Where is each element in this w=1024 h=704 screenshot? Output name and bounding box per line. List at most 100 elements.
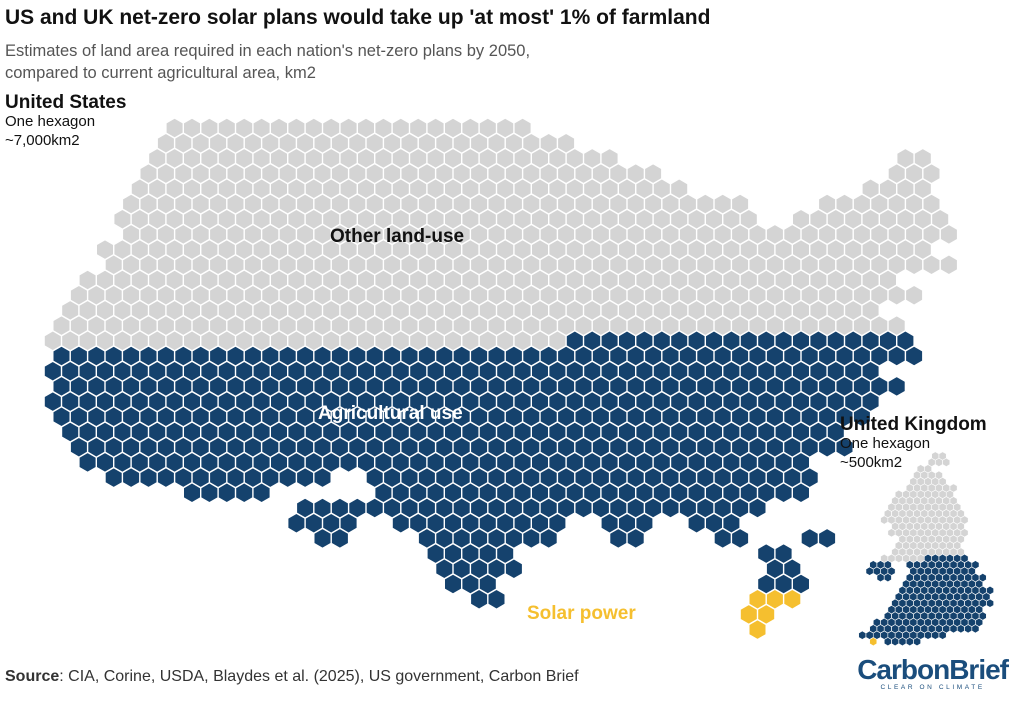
uk-hex-agri xyxy=(905,637,914,646)
us-solar-label: Solar power xyxy=(527,603,636,624)
us-hex-agri xyxy=(687,512,706,534)
uk-hex-agri xyxy=(876,573,885,582)
us-agri-label: Agricultural use xyxy=(318,403,463,424)
us-other-label: Other land-use xyxy=(330,226,465,247)
uk-hex-agri xyxy=(967,566,976,576)
us-hex-agri xyxy=(731,528,750,549)
us-hex-agri xyxy=(722,512,741,534)
us-hex-other xyxy=(887,284,906,306)
us-hex-agri xyxy=(183,482,201,504)
us-hex-agri xyxy=(296,467,315,488)
uk-hex-agri xyxy=(978,611,987,621)
us-hex-other xyxy=(731,193,750,215)
uk-hex-other xyxy=(960,515,969,525)
uk-hex-other xyxy=(960,528,969,538)
us-hex-agri xyxy=(792,452,810,473)
us-hex-agri xyxy=(217,482,236,504)
uk-hex-other xyxy=(935,458,943,467)
uk-hex-agri xyxy=(964,624,972,634)
us-hex-agri xyxy=(887,376,906,397)
us-hex-agri xyxy=(235,482,254,504)
us-hex-agri xyxy=(339,452,358,473)
uk-scale-line-2: ~500km2 xyxy=(840,454,903,471)
uk-hex-other xyxy=(880,515,889,525)
us-hex-agri xyxy=(287,512,306,534)
uk-hex-agri xyxy=(975,579,983,589)
us-hex-agri xyxy=(835,436,854,458)
us-hex-agri xyxy=(887,345,906,367)
uk-hex-agri xyxy=(865,566,874,576)
uk-hex-agri xyxy=(891,637,899,646)
us-hex-other xyxy=(879,269,897,291)
uk-hex-agri xyxy=(884,637,892,646)
uk-hex-group xyxy=(858,451,994,646)
uk-hex-agri xyxy=(938,630,947,640)
us-hex-agri xyxy=(800,528,819,549)
us-hex-other xyxy=(939,254,958,276)
uk-hex-agri xyxy=(949,624,958,634)
us-hex-other xyxy=(922,163,941,184)
carbon-brief-logo: CarbonBrief CLEAR ON CLIMATE xyxy=(857,654,1009,692)
us-hex-agri xyxy=(548,512,567,534)
uk-hex-agri xyxy=(971,624,980,634)
subtitle-line-1: Estimates of land area required in each … xyxy=(5,42,531,60)
us-scale-line-1: One hexagon xyxy=(5,113,96,130)
uk-hex-agri xyxy=(960,554,969,563)
us-hex-other xyxy=(670,178,689,200)
uk-hex-agri xyxy=(858,630,867,640)
us-hex-other xyxy=(887,315,906,336)
chart-subtitle: Estimates of land area required in each … xyxy=(5,40,705,84)
logo-wordmark: CarbonBrief xyxy=(857,654,1009,685)
uk-hex-agri xyxy=(978,573,987,582)
us-hex-agri xyxy=(313,528,332,549)
us-hex-agri xyxy=(826,421,845,443)
uk-hex-other xyxy=(957,522,965,531)
us-hex-agri xyxy=(496,543,515,564)
uk-hex-other xyxy=(887,528,896,538)
us-hex-other xyxy=(739,208,758,230)
us-hex-agri xyxy=(818,528,837,549)
us-hex-agri xyxy=(661,497,680,519)
us-hex-other xyxy=(644,163,663,184)
us-hex-agri xyxy=(818,436,837,458)
us-hex-agri xyxy=(539,528,558,549)
us-hex-agri xyxy=(896,330,915,352)
uk-hex-agri xyxy=(971,560,980,570)
subtitle-line-2: compared to current agricultural area, k… xyxy=(5,64,316,82)
uk-hex-agri xyxy=(986,598,994,608)
us-hex-other xyxy=(922,254,941,276)
source-text: : CIA, Corine, USDA, Blaydes et al. (202… xyxy=(59,668,579,685)
us-hex-other xyxy=(913,148,932,169)
uk-hex-agri xyxy=(884,573,892,582)
us-hex-agri xyxy=(391,512,410,534)
us-hex-agri xyxy=(156,467,175,488)
us-hex-agri xyxy=(200,482,219,504)
uk-hex-solar xyxy=(869,637,878,646)
us-hex-agri xyxy=(852,406,871,428)
us-hex-agri xyxy=(478,573,497,595)
us-hex-agri xyxy=(139,467,158,488)
us-hex-other xyxy=(905,254,924,276)
us-hex-agri xyxy=(504,558,523,580)
uk-country-name: United Kingdom xyxy=(840,414,987,435)
uk-hex-other xyxy=(894,554,903,563)
us-hex-solar xyxy=(757,604,776,625)
us-hex-agri xyxy=(905,345,924,367)
us-hex-agri xyxy=(252,482,271,504)
us-hex-other xyxy=(913,239,932,260)
chart-title: US and UK net-zero solar plans would tak… xyxy=(5,6,711,29)
us-hex-agri xyxy=(574,497,593,519)
uk-hex-agri xyxy=(982,592,991,602)
us-hex-other xyxy=(557,132,576,154)
us-hex-other xyxy=(600,148,619,169)
us-hex-solar xyxy=(748,619,767,640)
us-hex-agri xyxy=(470,588,489,610)
us-scale-line-2: ~7,000km2 xyxy=(5,132,80,149)
us-hex-agri xyxy=(861,391,880,412)
us-hex-other xyxy=(931,208,950,230)
uk-hex-agri xyxy=(913,637,921,646)
uk-scale-line-1: One hexagon xyxy=(840,435,931,452)
uk-hex-other xyxy=(953,502,962,512)
us-hex-agri xyxy=(792,573,810,595)
us-hex-other xyxy=(513,117,532,139)
